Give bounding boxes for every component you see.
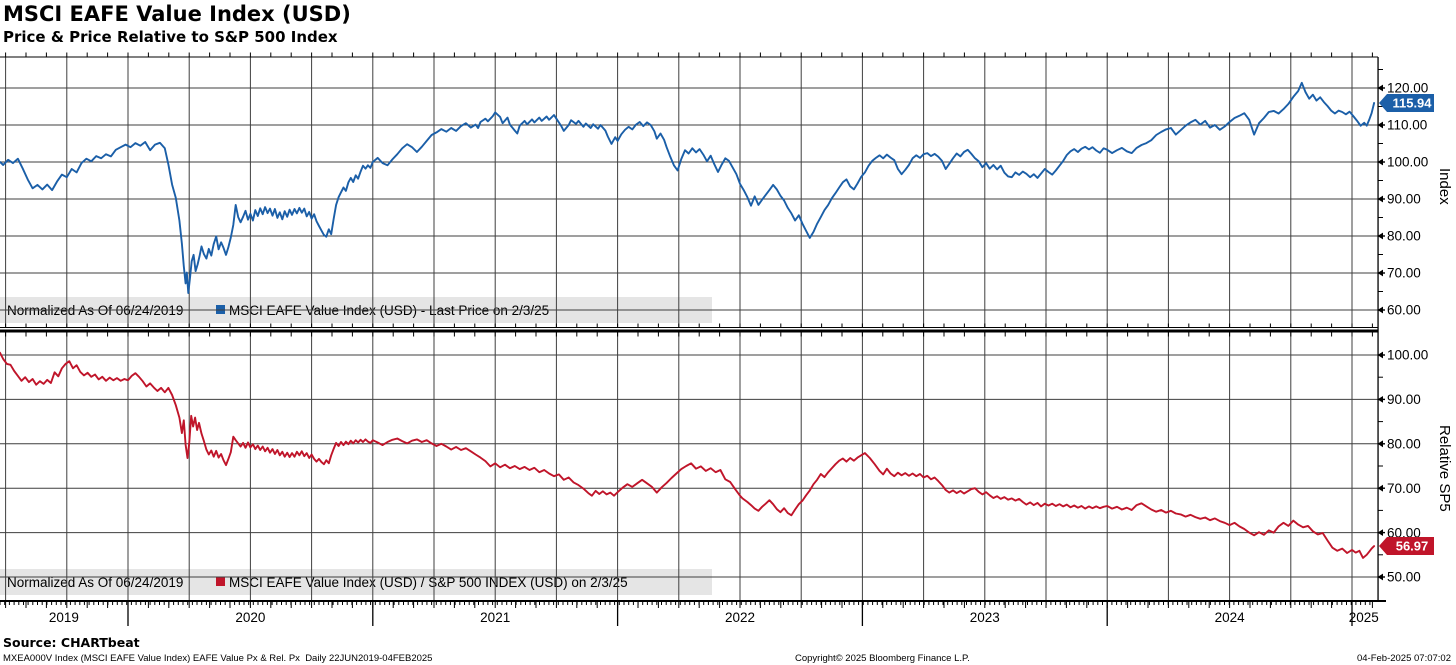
y-tick-label: 110.00 — [1387, 118, 1427, 133]
year-label: 2021 — [480, 610, 510, 625]
price-last-value: 115.94 — [1392, 96, 1432, 111]
y-tick-label: 50.00 — [1387, 570, 1421, 585]
relative-series-line — [0, 351, 1376, 559]
year-label: 2025 — [1349, 610, 1379, 625]
y-tick-label: 100.00 — [1387, 155, 1428, 170]
year-label: 2019 — [49, 610, 79, 625]
y-tick-label: 70.00 — [1387, 481, 1421, 496]
y-axis-title-index: Index — [1436, 168, 1453, 205]
series-lines — [0, 81, 1376, 559]
page-subtitle: Price & Price Relative to S&P 500 Index — [3, 28, 338, 46]
y-tick-arrow-icon — [1377, 269, 1383, 277]
relative-last-value: 56.97 — [1396, 539, 1429, 554]
y-tick-label: 80.00 — [1387, 229, 1421, 244]
y-tick-arrow-icon — [1377, 529, 1383, 536]
y-axis-title-relative: Relative SP5 — [1436, 425, 1453, 512]
y-tick-arrow-icon — [1377, 351, 1383, 359]
y-tick-label: 60.00 — [1387, 525, 1421, 540]
footnote-ticker: MXEA000V Index (MSCI EAFE Value Index) E… — [3, 653, 433, 664]
y-tick-arrow-icon — [1377, 121, 1383, 129]
y-tick-label: 90.00 — [1387, 192, 1421, 207]
year-label: 2024 — [1215, 610, 1246, 625]
price-relative-chart: Normalized As Of 06/24/2019 MSCI EAFE Va… — [0, 52, 1453, 626]
y-tick-label: 60.00 — [1387, 303, 1421, 318]
y-tick-arrow-icon — [1377, 573, 1383, 581]
relative-series-swatch-icon — [216, 577, 225, 586]
y-tick-label: 70.00 — [1387, 266, 1421, 281]
year-label: 2023 — [970, 610, 1000, 625]
x-axis-line — [0, 600, 1386, 602]
legend-backgrounds — [0, 297, 712, 595]
y-tick-arrow-icon — [1377, 232, 1383, 240]
price-last-badge — [1379, 94, 1434, 112]
y-tick-label: 80.00 — [1387, 437, 1421, 452]
y-tick-arrow-icon — [1377, 84, 1383, 92]
legend-normalized-bottom: Normalized As Of 06/24/2019 — [7, 575, 183, 590]
axes-frame — [0, 52, 1386, 626]
year-label: 2022 — [725, 610, 755, 625]
y-tick-label: 90.00 — [1387, 392, 1421, 407]
y-tick-label: 120.00 — [1387, 81, 1428, 96]
y-tick-arrow-icon — [1377, 440, 1383, 448]
chart-header: MSCI EAFE Value Index (USD) Price & Pric… — [3, 1, 351, 47]
legend-series-bottom: MSCI EAFE Value Index (USD) / S&P 500 IN… — [229, 575, 628, 590]
footnote-timestamp: 04-Feb-2025 07:07:02 — [1356, 653, 1451, 664]
source-label: Source: CHARTbeat — [3, 635, 140, 650]
y-tick-arrow-icon — [1377, 158, 1383, 166]
footnote-copyright: Copyright© 2025 Bloomberg Finance L.P. — [795, 653, 970, 664]
page-title: MSCI EAFE Value Index (USD) — [3, 2, 351, 26]
price-series-line — [0, 81, 1376, 294]
legends: Normalized As Of 06/24/2019 MSCI EAFE Va… — [7, 303, 628, 590]
right-axis-line — [1377, 57, 1379, 602]
y-tick-arrow-icon — [1377, 396, 1383, 403]
panel-divider-thick — [0, 329, 1378, 333]
y-tick-arrow-icon — [1377, 484, 1383, 492]
year-label: 2020 — [235, 610, 265, 625]
legend-bar-bottom — [0, 569, 712, 595]
gridlines — [0, 57, 1378, 600]
y-tick-arrow-icon — [1377, 306, 1383, 314]
y-tick-label: 100.00 — [1387, 348, 1428, 363]
last-price-badges: 115.94 56.97 — [1379, 94, 1434, 555]
relative-last-badge — [1379, 537, 1434, 555]
axis-labels: 120.00 110.00 100.00 90.00 80.00 70.00 60.00 10… — [49, 69, 1428, 625]
axis-titles: Index Relative SP5 — [1436, 168, 1453, 512]
y-tick-arrow-icon — [1377, 195, 1383, 203]
